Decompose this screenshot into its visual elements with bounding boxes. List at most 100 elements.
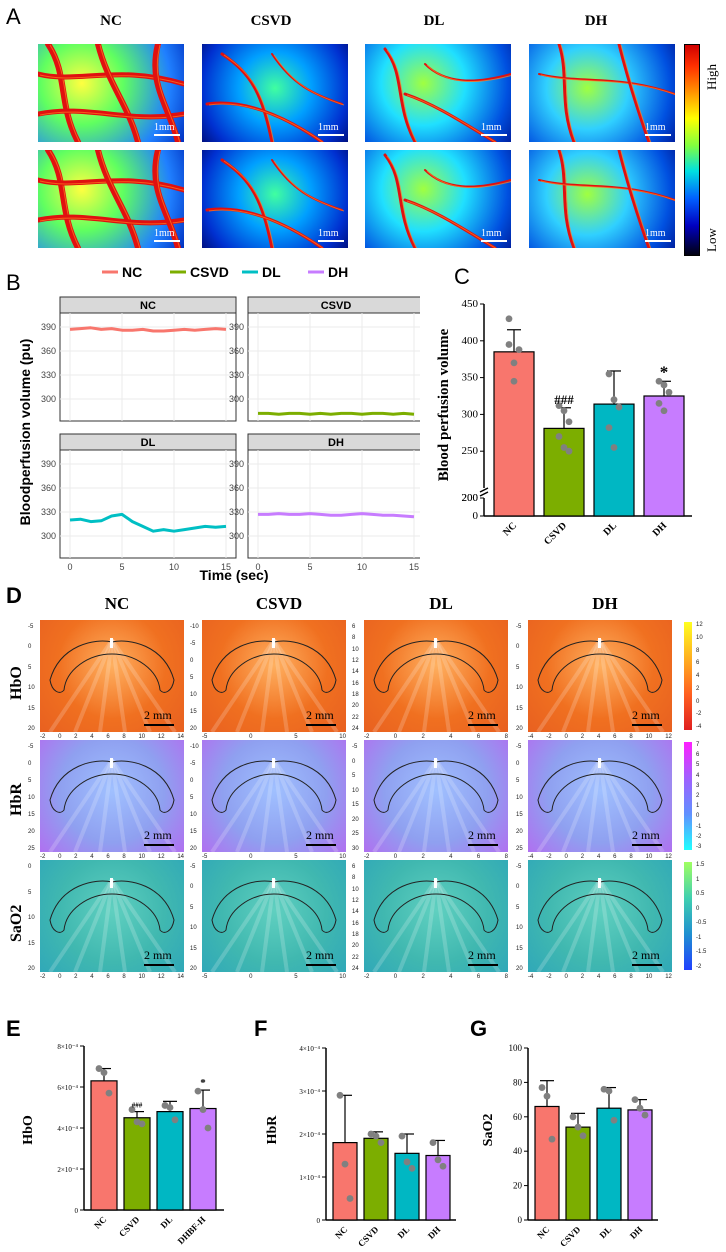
image-x-tick: 0 bbox=[393, 854, 398, 860]
image-y-tick: 0 bbox=[516, 761, 520, 767]
image-x-tick: 0 bbox=[58, 974, 62, 980]
data-point bbox=[204, 1124, 212, 1132]
colorbar-tick: 3 bbox=[696, 782, 700, 789]
x-tick-label: 0 bbox=[67, 562, 72, 572]
image-x-tick: 12 bbox=[157, 854, 165, 860]
bar-nc bbox=[534, 1105, 560, 1221]
y-tick-label: 300 bbox=[462, 408, 479, 420]
streak bbox=[561, 639, 602, 732]
image-y-ticks: -10 -5 0 5 10 15 20 bbox=[190, 624, 199, 732]
scale-bar-line bbox=[318, 240, 344, 242]
data-point bbox=[610, 396, 618, 404]
bar-dh bbox=[643, 395, 685, 517]
streak bbox=[272, 639, 314, 732]
data-point bbox=[655, 399, 663, 407]
scale-bar-line bbox=[645, 240, 671, 242]
brain-outline-overlay bbox=[372, 638, 501, 732]
scale-bar: 2 mm bbox=[306, 708, 336, 726]
data-point bbox=[560, 407, 568, 415]
scale-bar: 1mm bbox=[645, 122, 671, 136]
lsci-image: 1mm bbox=[529, 44, 675, 142]
y-tick-label: 350 bbox=[462, 372, 479, 384]
y-tick-label: 80 bbox=[513, 1077, 523, 1087]
vessel bbox=[38, 108, 184, 120]
scale-bar-line bbox=[306, 964, 336, 966]
image-y-tick: 5 bbox=[190, 904, 194, 911]
image-y-ticks: -5 0 5 10 15 20 bbox=[516, 864, 523, 972]
scale-bar-line bbox=[144, 964, 174, 966]
data-point bbox=[579, 1132, 587, 1140]
image-y-tick: -5 bbox=[28, 624, 34, 630]
panel-e-letter: E bbox=[6, 1016, 21, 1041]
streak bbox=[586, 639, 602, 732]
image-y-tick: 20 bbox=[516, 829, 523, 835]
image-y-tick: 5 bbox=[516, 778, 520, 784]
category-label: DL bbox=[597, 1224, 613, 1240]
photoacoustic-image: 2 mm bbox=[202, 860, 346, 972]
bar-dh bbox=[627, 1109, 653, 1221]
image-y-tick: 20 bbox=[28, 829, 35, 835]
scale-bar-label: 1mm bbox=[154, 122, 175, 133]
streak bbox=[235, 759, 276, 852]
image-x-tick: 2 bbox=[580, 854, 585, 860]
image-x-tick: 2 bbox=[580, 974, 585, 980]
streak bbox=[272, 879, 289, 972]
image-y-tick: 15 bbox=[516, 945, 523, 952]
image-x-tick: 10 bbox=[339, 854, 346, 860]
photoacoustic-image: 2 mm bbox=[40, 740, 184, 852]
category-label: CSVD bbox=[117, 1214, 142, 1239]
image-y-tick: -10 bbox=[190, 744, 199, 750]
row-colorbar-ticks: 12 10 8 6 4 2 0 -2 -4 bbox=[696, 622, 703, 730]
image-x-tick: 12 bbox=[157, 734, 165, 740]
photoacoustic-image: 2 mm bbox=[364, 620, 508, 732]
colorbar-tick: 2 bbox=[696, 685, 700, 692]
colorbar-tick: -0.5 bbox=[696, 920, 707, 927]
vessel bbox=[557, 44, 576, 142]
scale-bar-line bbox=[645, 134, 671, 136]
data-point bbox=[403, 1158, 411, 1166]
bar-csvd bbox=[565, 1126, 591, 1221]
vessel bbox=[271, 159, 343, 211]
image-x-ticks: -4 -2 0 2 4 6 8 10 12 bbox=[528, 854, 672, 860]
scale-bar: 2 mm bbox=[468, 948, 498, 966]
streak bbox=[598, 759, 640, 852]
x-tick-label: 15 bbox=[221, 562, 231, 572]
panel-b-letter: B bbox=[6, 270, 21, 295]
image-x-tick: 5 bbox=[294, 854, 298, 860]
x-tick-label: 5 bbox=[307, 562, 312, 572]
image-y-tick: 5 bbox=[28, 664, 32, 671]
colorbar-tick: 0 bbox=[696, 698, 700, 705]
colorbar-tick: -1 bbox=[696, 823, 702, 830]
data-point bbox=[565, 418, 573, 426]
brain-outline-overlay bbox=[210, 758, 339, 852]
streak bbox=[73, 639, 114, 732]
scale-bar-line bbox=[468, 844, 498, 846]
x-axis-label: Time (sec) bbox=[200, 567, 269, 583]
image-x-tick: 6 bbox=[476, 854, 481, 860]
bar-nc bbox=[90, 1080, 118, 1211]
data-point bbox=[660, 407, 668, 415]
data-point bbox=[510, 359, 518, 367]
image-y-tick: 18 bbox=[352, 931, 359, 938]
image-x-tick: -4 bbox=[528, 974, 534, 980]
panel-g-letter: G bbox=[470, 1016, 488, 1041]
bar-csvd bbox=[363, 1137, 389, 1221]
image-x-tick: 10 bbox=[138, 854, 146, 860]
streak bbox=[434, 879, 451, 972]
vessel-edge bbox=[406, 94, 497, 142]
y-tick-label: 390 bbox=[229, 322, 244, 332]
data-point bbox=[641, 1111, 649, 1119]
panel-a-col-nc: NC bbox=[100, 13, 122, 29]
image-x-tick: 10 bbox=[339, 974, 346, 980]
photoacoustic-image: 2 mm bbox=[528, 740, 672, 852]
brain-outline-overlay bbox=[372, 758, 501, 852]
x-tick-label: 5 bbox=[119, 562, 124, 572]
vessel-edge bbox=[49, 44, 81, 142]
image-x-tick: 2 bbox=[74, 974, 78, 980]
panel-d-col-nc: NC bbox=[104, 594, 130, 613]
image-y-tick: 22 bbox=[352, 954, 359, 961]
midline-marker bbox=[434, 878, 437, 888]
data-point bbox=[434, 1156, 442, 1164]
image-x-tick: 14 bbox=[177, 734, 184, 740]
image-y-ticks: -5 0 5 10 15 20 bbox=[190, 864, 197, 972]
